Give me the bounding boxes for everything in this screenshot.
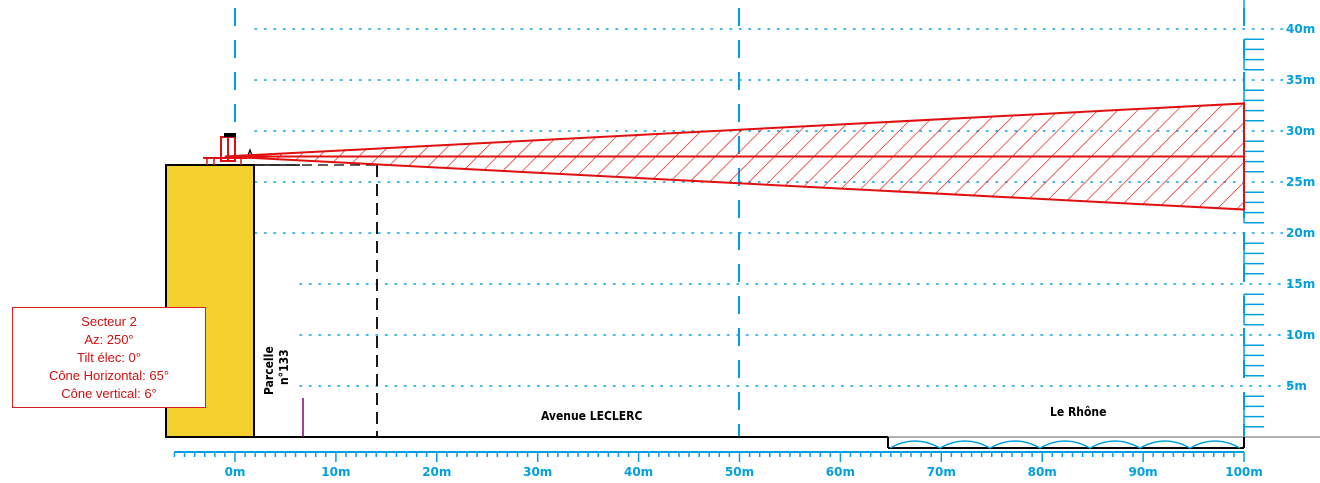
parcel-label-line1: Parcelle [262, 346, 276, 395]
x-tick-label: 40m [624, 465, 653, 479]
river-waves [889, 440, 1241, 449]
sector-title: Secteur 2 [81, 313, 137, 329]
x-tick-label: 30m [523, 465, 552, 479]
x-tick-label: 100m [1225, 465, 1263, 479]
horizontal-grid-lines [254, 28, 1291, 387]
avenue-label: Avenue LECLERC [541, 409, 642, 423]
x-tick-label: 60m [826, 465, 855, 479]
y-tick-label: 40m [1286, 22, 1315, 36]
x-axis-labels: 0m 10m 20m 30m 40m 50m 60m 70m 80m 90m 100m [225, 465, 1263, 479]
height-scale-ladder [1243, 0, 1264, 428]
y-tick-label: 35m [1286, 73, 1315, 87]
y-tick-label: 30m [1286, 124, 1315, 138]
y-tick-label: 20m [1286, 226, 1315, 240]
y-tick-label: 5m [1286, 379, 1307, 393]
x-tick-label: 90m [1128, 465, 1157, 479]
vertical-reference-lines [234, 8, 1245, 437]
sector-horizontal-cone: Cône Horizontal: 65° [48, 367, 170, 383]
x-tick-label: 10m [321, 465, 350, 479]
sector-tilt: Tilt élec: 0° [77, 349, 141, 365]
x-tick-label: 20m [422, 465, 451, 479]
river-label: Le Rhône [1050, 405, 1106, 419]
sector-vertical-cone: Cône vertical: 6° [61, 385, 157, 401]
y-tick-label: 10m [1286, 328, 1315, 342]
x-tick-label: 70m [927, 465, 956, 479]
y-tick-label: 15m [1286, 277, 1315, 291]
x-axis-ruler [173, 451, 1245, 462]
x-tick-label: 80m [1028, 465, 1057, 479]
parcel-label-line2: n°133 [277, 349, 291, 385]
sector-azimuth: Az: 250° [84, 331, 134, 347]
x-tick-label: 50m [725, 465, 754, 479]
sector-info-box: Secteur 2 Az: 250° Tilt élec: 0° Cône Ho… [12, 307, 206, 408]
x-tick-label: 0m [225, 465, 246, 479]
antenna-mast [203, 133, 254, 165]
y-axis-labels: 5m 10m 15m 20m 25m 30m 35m 40m [1286, 22, 1315, 393]
y-tick-label: 25m [1286, 175, 1315, 189]
